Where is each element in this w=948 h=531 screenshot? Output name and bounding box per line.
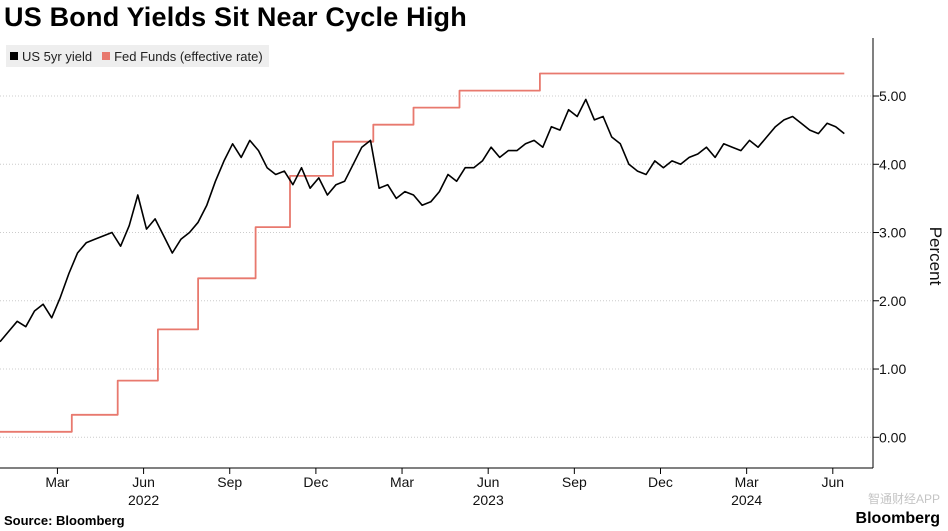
legend-item-yield: US 5yr yield (10, 49, 92, 64)
legend-swatch-fed-funds (102, 52, 111, 60)
y-tick-label: 1.00 (879, 361, 906, 377)
source-note: Source: Bloomberg (4, 513, 125, 528)
chart-title: US Bond Yields Sit Near Cycle High (4, 2, 467, 32)
watermark: 智通财经APP (867, 492, 940, 506)
series-line-fed-funds (0, 72, 845, 433)
y-tick-label: 0.00 (879, 429, 906, 445)
x-tick-label: Mar (45, 474, 69, 490)
chart-legend: US 5yr yield Fed Funds (effective rate) (6, 45, 269, 67)
x-year-label: 2024 (731, 492, 762, 508)
x-tick-label: Jun (822, 474, 845, 490)
y-tick-label: 4.00 (879, 156, 906, 172)
y-tick-label: 2.00 (879, 293, 906, 309)
x-tick-label: Dec (648, 474, 673, 490)
brand-logo: Bloomberg (855, 510, 940, 527)
x-tick-label: Jun (132, 474, 155, 490)
series-line-us-5yr-yield (0, 98, 845, 343)
legend-label-fed-funds: Fed Funds (effective rate) (114, 48, 263, 64)
x-tick-label: Dec (303, 474, 328, 490)
x-year-label: 2023 (473, 492, 504, 508)
y-tick-label: 3.00 (879, 225, 906, 241)
y-axis-title: Percent (926, 227, 945, 286)
legend-label-yield: US 5yr yield (22, 48, 93, 64)
x-tick-label: Sep (562, 474, 587, 490)
x-year-label: 2022 (128, 492, 159, 508)
x-tick-label: Mar (390, 474, 414, 490)
legend-swatch-yield (10, 52, 18, 60)
x-tick-label: Sep (217, 474, 242, 490)
x-tick-label: Jun (477, 474, 500, 490)
x-tick-label: Mar (735, 474, 759, 490)
legend-item-fed-funds: Fed Funds (effective rate) (102, 49, 263, 64)
y-tick-label: 5.00 (879, 88, 906, 104)
